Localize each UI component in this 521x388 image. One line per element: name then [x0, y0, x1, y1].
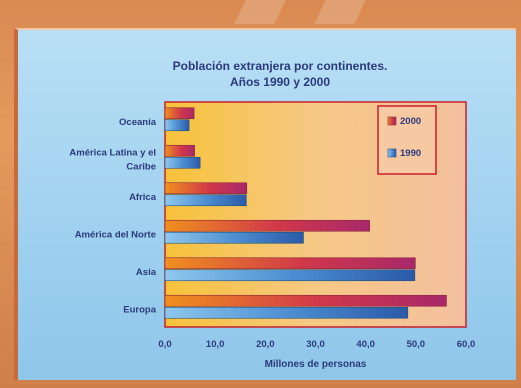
- bar-1990: [164, 119, 190, 132]
- bar-2000: [164, 107, 195, 120]
- legend-swatch-2000: [387, 116, 397, 126]
- bar-2000: [164, 144, 195, 157]
- bar-chart: Población extranjera por continentes. Añ…: [69, 59, 476, 370]
- category-label: América Latina y el Caribe: [69, 147, 156, 172]
- legend-box: [377, 105, 437, 175]
- bar-2000: [164, 219, 370, 232]
- bar-2000: [164, 257, 416, 270]
- bar-1990: [164, 306, 409, 319]
- x-tick-label: 0,0: [158, 339, 171, 350]
- x-tick-label: 60,0: [457, 339, 476, 350]
- chart-title-line1: Población extranjera por continentes.: [173, 59, 388, 73]
- chart-frame: Población extranjera por continentes. Añ…: [14, 28, 516, 380]
- x-tick-label: 30,0: [306, 339, 325, 350]
- legend-label-1990: 1990: [400, 148, 421, 159]
- decorative-stripe: [314, 0, 366, 24]
- bar-1990: [164, 269, 416, 282]
- x-axis-label: Millones de personas: [265, 359, 367, 370]
- legend-swatch-1990: [387, 148, 397, 158]
- category-label: América del Norte: [75, 229, 156, 240]
- bar-1990: [164, 231, 304, 244]
- x-tick-label: 50,0: [407, 339, 426, 350]
- legend-label-2000: 2000: [400, 116, 421, 127]
- category-label: Oceanía: [119, 117, 157, 128]
- x-tick-label: 40,0: [356, 339, 375, 350]
- plot-area: Oceanía América Latina y el Caribe Africa Am…: [69, 101, 476, 370]
- bar-1990: [164, 156, 201, 169]
- category-label: Europa: [123, 304, 156, 315]
- bar-2000: [164, 294, 447, 307]
- bar-2000: [164, 182, 248, 195]
- x-tick-label: 20,0: [256, 339, 275, 350]
- x-tick-label: 10,0: [206, 339, 225, 350]
- bar-1990: [164, 194, 247, 207]
- category-label: Asia: [136, 267, 157, 278]
- decorative-stripe: [234, 0, 286, 24]
- category-label: Africa: [129, 192, 157, 203]
- chart-title-line2: Años 1990 y 2000: [230, 75, 330, 89]
